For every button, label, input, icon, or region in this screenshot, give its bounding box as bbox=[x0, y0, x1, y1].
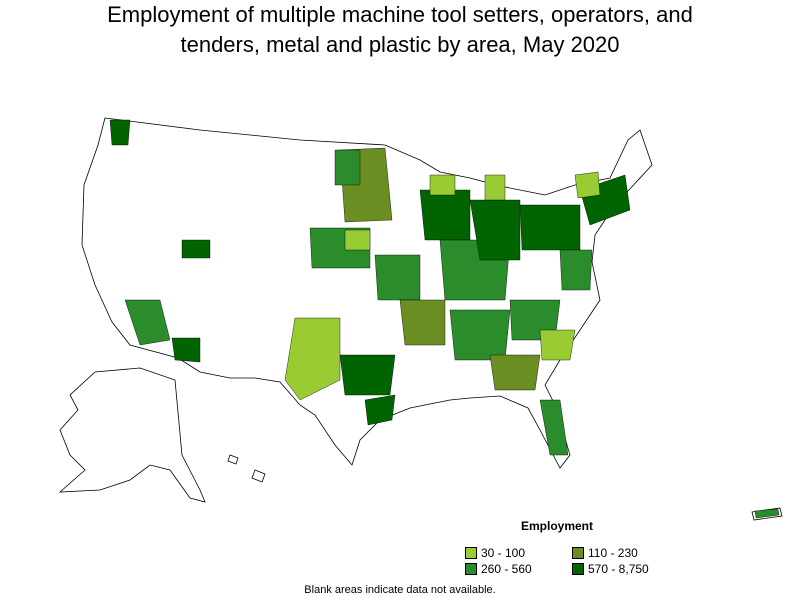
footnote: Blank areas indicate data not available. bbox=[304, 584, 496, 596]
legend-item: 30 - 100 bbox=[465, 546, 525, 560]
map-region bbox=[574, 171, 601, 199]
map-region bbox=[489, 354, 541, 391]
map-region bbox=[539, 399, 569, 456]
legend-swatch bbox=[465, 563, 477, 575]
map-region bbox=[539, 329, 576, 361]
map-region bbox=[171, 337, 201, 363]
map-region bbox=[399, 299, 446, 346]
map-region bbox=[484, 174, 506, 201]
map-region bbox=[374, 254, 421, 301]
map-region bbox=[124, 299, 171, 346]
map-region bbox=[419, 189, 471, 241]
legend-label: 30 - 100 bbox=[481, 546, 526, 560]
map-region bbox=[754, 508, 780, 519]
hawaii bbox=[251, 469, 266, 483]
alaska bbox=[58, 367, 206, 503]
map-region bbox=[334, 149, 361, 186]
legend-item: 570 - 8,750 bbox=[572, 562, 649, 576]
map-region bbox=[181, 239, 211, 259]
legend-item: 110 - 230 bbox=[572, 546, 638, 560]
map-region bbox=[519, 204, 581, 251]
legend-swatch bbox=[572, 563, 584, 575]
map-region bbox=[559, 249, 593, 291]
legend-item: 260 - 560 bbox=[465, 562, 532, 576]
map-region bbox=[109, 119, 131, 146]
legend-label: 570 - 8,750 bbox=[588, 562, 649, 576]
map-region bbox=[449, 309, 511, 361]
map-title: Employment of multiple machine tool sett… bbox=[107, 2, 693, 57]
map-region bbox=[429, 174, 456, 196]
map-region bbox=[339, 354, 396, 396]
legend-label: 110 - 230 bbox=[588, 546, 638, 560]
map-region bbox=[284, 317, 341, 401]
map-region bbox=[344, 229, 371, 251]
legend-title: Employment bbox=[521, 519, 594, 533]
legend-label: 260 - 560 bbox=[481, 562, 532, 576]
map-region bbox=[364, 394, 396, 426]
legend-swatch bbox=[572, 547, 584, 559]
legend-swatch bbox=[465, 547, 477, 559]
map bbox=[58, 117, 783, 521]
hawaii bbox=[227, 454, 239, 465]
